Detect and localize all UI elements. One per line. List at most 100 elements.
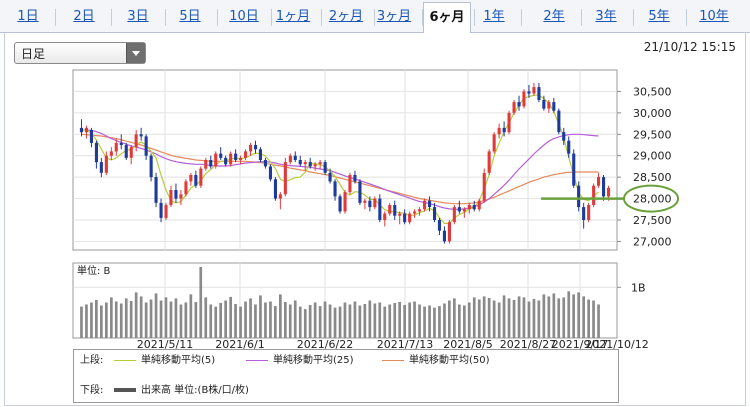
tab-3[interactable]: 3日: [127, 9, 149, 24]
candle-body: [184, 181, 188, 195]
volume-bar: [433, 307, 436, 338]
tab-8[interactable]: 3ヶ月: [376, 9, 412, 24]
tab-2[interactable]: 2日: [73, 9, 95, 24]
candle-body: [577, 185, 581, 208]
candle-body: [283, 162, 287, 195]
candle-body: [139, 134, 143, 137]
candle-body: [423, 200, 427, 210]
candle-body: [363, 200, 367, 203]
volume-unit-label: 単位: B: [77, 264, 111, 277]
tab-4[interactable]: 5日: [179, 9, 201, 24]
tab-separator: [633, 9, 634, 26]
volume-bar: [383, 306, 387, 338]
volume-bar: [269, 301, 272, 338]
volume-bar: [288, 304, 292, 338]
legend-item-ma25: 単純移動平均(25): [246, 354, 354, 368]
candle-body: [497, 127, 501, 135]
volume-bar: [90, 302, 93, 338]
price-tick-label: 30,500: [633, 85, 672, 98]
candle-body: [437, 220, 441, 231]
date-tick-label: 2021/6/1: [215, 338, 264, 351]
legend-label-ma50: 単純移動平均(50): [409, 355, 490, 366]
volume-bar: [254, 304, 257, 338]
candle-body: [219, 153, 223, 158]
candle-body: [442, 230, 446, 242]
volume-bar: [154, 293, 158, 338]
candle-body: [224, 157, 228, 165]
volume-bar: [572, 294, 575, 338]
candle-body: [134, 134, 138, 148]
volume-bar: [164, 297, 168, 338]
volume-bar: [259, 295, 262, 338]
volume-bar: [587, 299, 590, 338]
candle-body: [109, 151, 113, 156]
candle-body: [323, 162, 327, 173]
candle-body: [567, 140, 571, 154]
candle-body: [602, 177, 606, 197]
legend: 上段: 単純移動平均(5) 単純移動平均(25) 単純移動平均(50) 下段: …: [73, 349, 619, 403]
tab-5[interactable]: 10日: [229, 9, 259, 24]
price-tick-label: 29,000: [633, 150, 672, 163]
price-plot-area: [72, 69, 618, 251]
tab-10[interactable]: 1年: [483, 9, 505, 24]
volume-bar: [328, 304, 332, 338]
candle-body: [388, 205, 392, 214]
volume-bar: [214, 306, 218, 338]
volume-bar: [393, 303, 397, 338]
volume-bar: [179, 304, 183, 338]
volume-bar: [492, 300, 496, 338]
candle-body: [487, 151, 491, 173]
highlight-price-circle: [623, 184, 679, 213]
tab-13[interactable]: 5年: [648, 9, 670, 24]
candle-body: [607, 187, 611, 197]
tab-11[interactable]: 2年: [543, 9, 565, 24]
candle-body: [333, 181, 337, 197]
tab-separator: [581, 9, 582, 26]
tab-separator: [474, 9, 475, 26]
tab-6[interactable]: 1ヶ月: [275, 9, 311, 24]
volume-bar: [134, 292, 138, 338]
candle-body: [348, 175, 352, 193]
candle-body: [447, 222, 451, 242]
candle-body: [129, 147, 133, 158]
volume-bar: [308, 305, 312, 338]
candle-body: [358, 181, 362, 203]
tab-separator: [521, 9, 522, 26]
volume-bar: [443, 303, 446, 338]
volume-bar: [592, 300, 595, 338]
volume-bar: [323, 301, 327, 338]
candle-body: [403, 213, 407, 223]
candle-body: [527, 91, 531, 94]
candle-body: [234, 153, 238, 160]
volume-bar: [105, 302, 108, 338]
candle-body: [547, 102, 551, 109]
candle-body: [174, 190, 178, 199]
candle-body: [288, 155, 292, 163]
tab-1[interactable]: 1日: [17, 9, 39, 24]
candle-body: [328, 172, 332, 182]
candle-body: [378, 198, 382, 220]
chevron-down-icon[interactable]: [126, 43, 145, 63]
candle-body: [144, 136, 148, 156]
tab-separator: [217, 9, 218, 26]
candle-body: [457, 207, 461, 212]
candle-body: [189, 175, 193, 182]
candle-body: [582, 207, 586, 220]
candle-body: [592, 185, 596, 205]
volume-bar: [229, 296, 232, 338]
candle-interval-select[interactable]: 日足: [14, 42, 146, 64]
candle-body: [408, 213, 412, 223]
tab-7[interactable]: 2ヶ月: [328, 9, 364, 24]
volume-bar: [467, 302, 471, 338]
volume-bar: [448, 300, 451, 338]
candle-body: [562, 132, 566, 141]
tab-12[interactable]: 3年: [595, 9, 617, 24]
tab-14[interactable]: 10年: [699, 9, 729, 24]
volume-bar: [423, 306, 426, 338]
candle-body: [293, 155, 297, 160]
volume-bar: [522, 297, 526, 338]
candle-body: [428, 200, 432, 208]
candle-body: [552, 102, 556, 111]
candle-body: [119, 142, 123, 145]
